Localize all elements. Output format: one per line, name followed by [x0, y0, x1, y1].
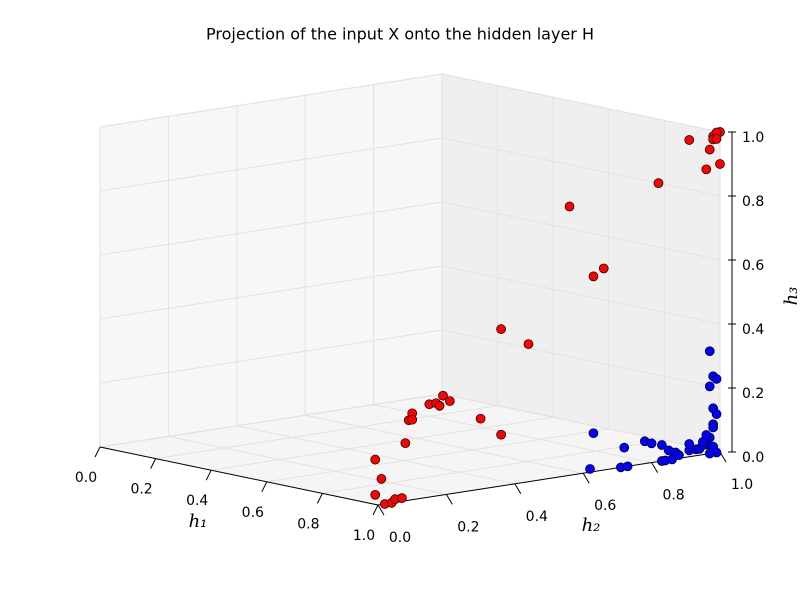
- point: [711, 374, 722, 384]
- z-tick-label: 0.4: [742, 322, 764, 338]
- x-tick: [94, 446, 101, 458]
- point: [657, 440, 667, 450]
- grid-line: [155, 405, 498, 460]
- grid-line: [266, 428, 609, 483]
- point: [407, 414, 418, 425]
- point: [619, 442, 630, 453]
- x-tick: [261, 481, 268, 493]
- grid-line: [305, 414, 584, 474]
- x-tick-label: 1.0: [353, 528, 375, 544]
- grid-line: [441, 137, 721, 197]
- x-axis-label: h₁: [189, 511, 208, 532]
- point: [704, 381, 715, 392]
- pane-left: [99, 73, 443, 448]
- point: [704, 448, 715, 459]
- point: [704, 144, 715, 155]
- grid-line: [168, 435, 447, 495]
- point: [646, 438, 657, 449]
- x-tick-label: 0.4: [186, 493, 208, 509]
- grid-line: [236, 425, 515, 485]
- grid-line: [441, 329, 721, 389]
- point: [711, 409, 722, 419]
- x-axis: [99, 446, 379, 506]
- y-tick-label: 0.2: [457, 519, 479, 535]
- grid-line: [99, 137, 443, 192]
- point: [397, 493, 407, 503]
- x-tick-label: 0.6: [242, 505, 264, 521]
- y-tick: [651, 462, 659, 473]
- point: [653, 178, 664, 188]
- y-tick-label: 0.0: [389, 530, 411, 546]
- y-tick: [514, 483, 522, 495]
- x-tick: [150, 458, 157, 469]
- grid-line: [99, 393, 443, 448]
- grid-line: [441, 73, 721, 133]
- grid-line: [441, 265, 721, 325]
- point: [715, 159, 725, 169]
- z-tick-label: 0.2: [742, 386, 764, 402]
- point: [684, 439, 695, 449]
- chart-title: Projection of the input X onto the hidde…: [206, 25, 594, 44]
- point: [585, 464, 595, 474]
- y-tick: [582, 472, 590, 484]
- x-tick: [372, 504, 379, 516]
- point: [496, 429, 506, 440]
- grid-line: [99, 265, 443, 320]
- y-tick-label: 0.8: [662, 488, 684, 504]
- point: [588, 428, 599, 439]
- grid-line: [99, 201, 443, 256]
- point: [370, 454, 381, 465]
- y-tick: [377, 504, 385, 516]
- point: [701, 164, 712, 175]
- point: [376, 474, 387, 484]
- x-tick-label: 0.8: [297, 516, 319, 532]
- x-tick: [316, 493, 323, 504]
- point: [704, 346, 715, 357]
- point: [400, 438, 411, 449]
- z-tick-label: 0.8: [742, 194, 764, 210]
- point: [434, 401, 445, 411]
- grid-line: [99, 329, 443, 384]
- x-tick: [205, 469, 212, 481]
- point: [701, 430, 712, 440]
- point: [598, 263, 609, 274]
- y-tick-label: 0.4: [526, 509, 548, 525]
- point: [444, 396, 455, 406]
- y-tick: [445, 494, 453, 505]
- grid-line: [373, 404, 652, 464]
- point: [588, 271, 599, 282]
- grid-line: [441, 393, 721, 453]
- y-tick-label: 1.0: [731, 477, 753, 493]
- point: [370, 489, 381, 500]
- x-tick-label: 0.2: [130, 482, 152, 498]
- z-tick-label: 0.6: [742, 258, 764, 274]
- point: [438, 390, 448, 401]
- point: [496, 324, 506, 334]
- grid-line: [322, 439, 665, 494]
- point: [622, 461, 633, 472]
- point: [674, 450, 684, 461]
- point: [684, 135, 695, 145]
- point: [475, 413, 486, 424]
- y-tick-label: 0.6: [594, 498, 616, 514]
- x-tick-label: 0.0: [75, 470, 97, 486]
- z-tick-label: 1.0: [742, 130, 764, 146]
- point: [711, 134, 722, 144]
- point: [523, 339, 534, 349]
- grid-line: [211, 416, 554, 471]
- grid-line: [441, 201, 721, 261]
- z-axis-label: h₃: [781, 287, 800, 306]
- y-axis-label: h₂: [582, 515, 601, 536]
- point: [667, 454, 677, 465]
- point: [708, 422, 719, 433]
- grid-line: [99, 73, 443, 128]
- pane-right: [441, 73, 721, 453]
- point: [564, 201, 575, 212]
- z-tick-label: 0.0: [742, 450, 764, 466]
